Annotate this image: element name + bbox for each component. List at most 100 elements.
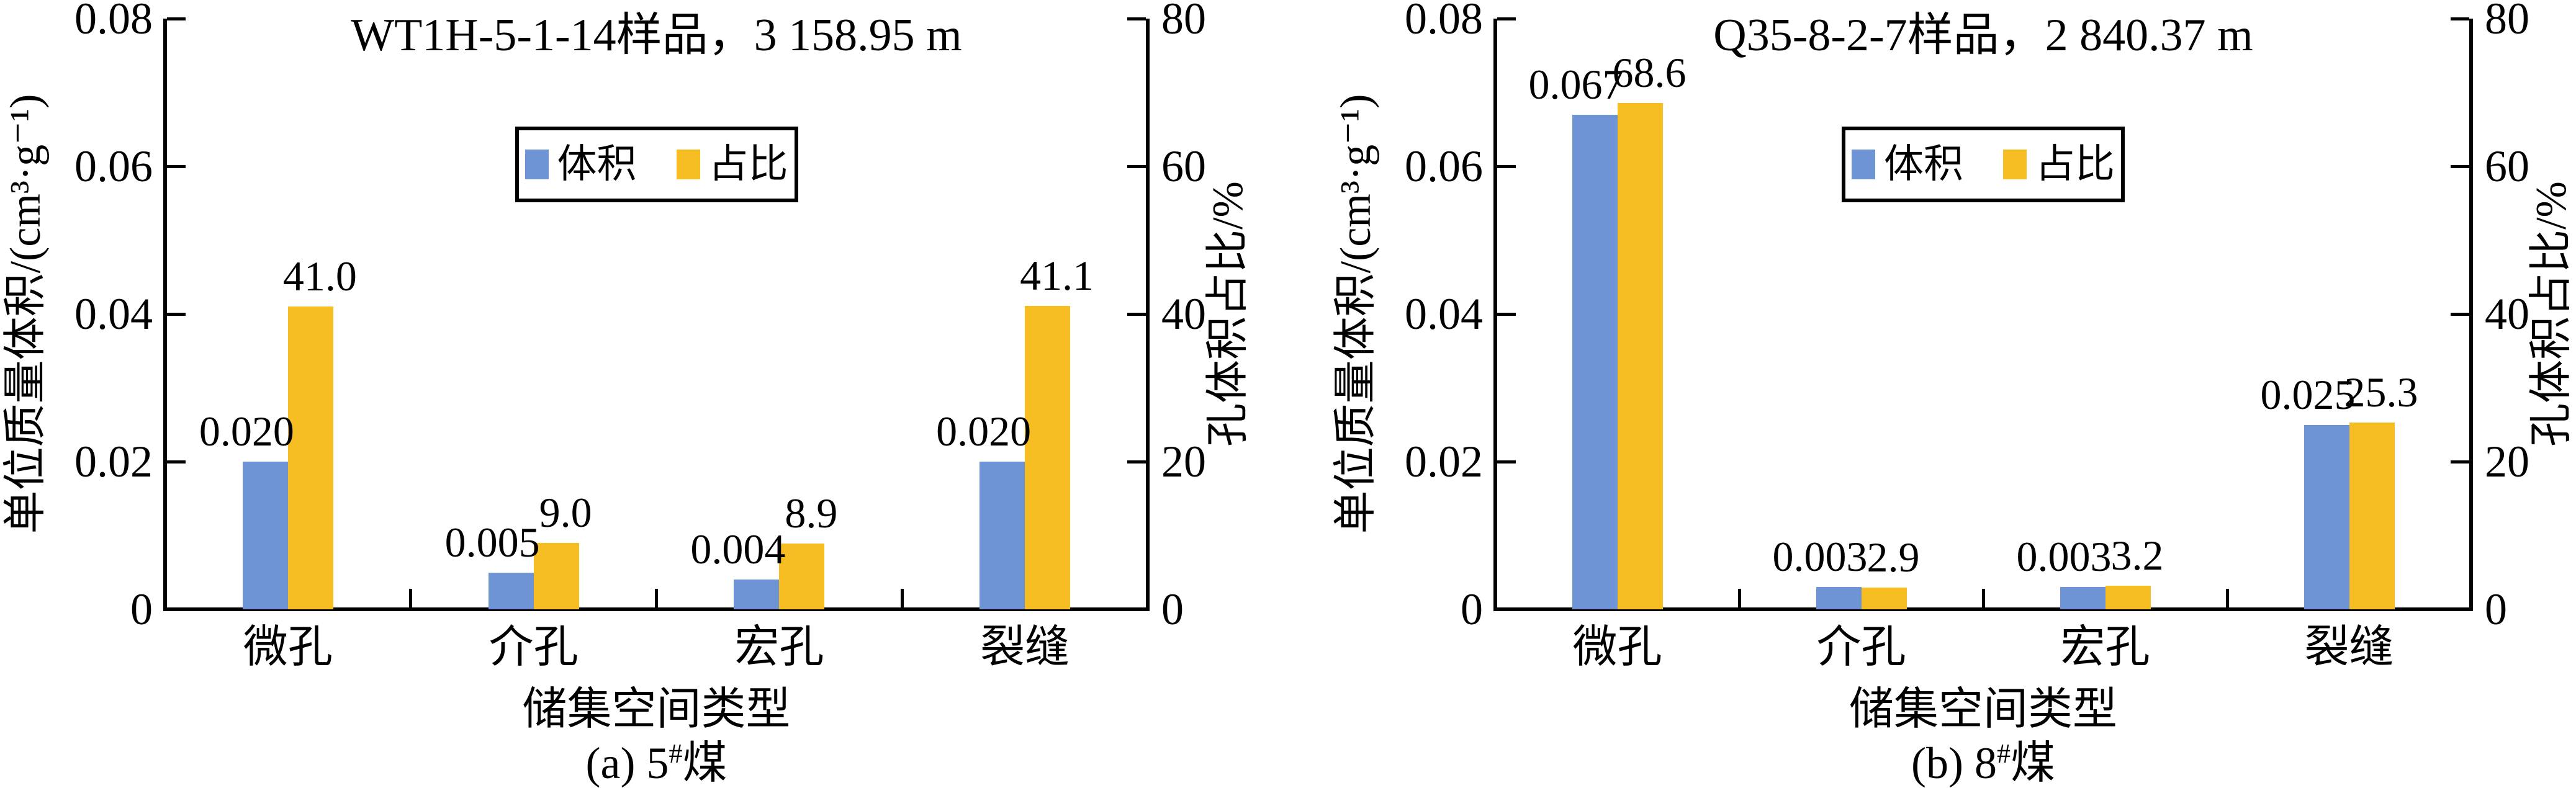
value-label-ratio: 9.0 xyxy=(539,488,592,536)
value-label-volume: 0.003 xyxy=(2016,533,2112,581)
y-axis-left-tick xyxy=(167,164,186,168)
caption-superscript: # xyxy=(669,738,683,769)
legend-item-volume: 体积 xyxy=(525,143,637,186)
value-label-volume: 0.025 xyxy=(2260,370,2356,418)
y-axis-left-tick-label: 0 xyxy=(130,584,153,634)
y-axis-right-tick-label: 0 xyxy=(2485,584,2507,634)
bar-ratio-b-1 xyxy=(1861,588,1907,609)
bar-volume-b-2 xyxy=(2060,587,2105,609)
value-label-volume: 0.020 xyxy=(199,408,294,455)
y-axis-right-tick xyxy=(1127,607,1146,611)
category-label-b-3: 裂缝 xyxy=(2304,622,2394,672)
y-axis-left-tick-label: 0 xyxy=(1461,584,1483,634)
legend-label-ratio: 占比 xyxy=(2035,142,2115,186)
legend-label-volume: 体积 xyxy=(557,142,637,186)
y-axis-left-line xyxy=(1493,19,1497,611)
x-axis-line xyxy=(1493,607,2473,611)
category-label-b-2: 宏孔 xyxy=(2060,622,2150,672)
value-label-ratio: 68.6 xyxy=(1612,48,1687,96)
ratio-swatch-icon xyxy=(676,150,700,179)
bar-ratio-b-2 xyxy=(2105,585,2151,609)
x-axis-tick xyxy=(2225,589,2229,607)
y-axis-right-tick xyxy=(1127,164,1146,168)
y-axis-left-tick-label: 0.08 xyxy=(74,0,153,43)
legend-label-volume: 体积 xyxy=(1884,142,1963,186)
y-axis-right-title: 孔体积占比/% xyxy=(2528,181,2575,447)
bar-ratio-b-3 xyxy=(2349,422,2395,609)
y-axis-right-tick-label: 20 xyxy=(2485,437,2529,486)
y-axis-left-line xyxy=(163,19,167,611)
y-axis-left-tick xyxy=(1497,17,1516,20)
legend-box-b: 体积 占比 xyxy=(1842,127,2125,202)
y-axis-left-tick xyxy=(167,607,186,611)
value-label-ratio: 41.0 xyxy=(282,253,357,300)
y-axis-right-tick xyxy=(2451,607,2469,611)
bar-volume-a-3 xyxy=(980,462,1025,609)
category-label-a-1: 介孔 xyxy=(489,622,579,672)
y-axis-left-tick xyxy=(1497,164,1516,168)
x-axis-title-b: 储集空间类型 xyxy=(1849,684,2117,734)
x-axis-tick xyxy=(655,589,658,607)
y-axis-left-tick-label: 0.06 xyxy=(74,141,153,191)
x-axis-title-a: 储集空间类型 xyxy=(522,684,791,734)
y-axis-right-tick xyxy=(2451,460,2469,463)
y-axis-right-line xyxy=(2469,19,2473,611)
category-label-b-1: 介孔 xyxy=(1816,622,1906,672)
y-axis-right-line xyxy=(1146,19,1150,611)
y-axis-right-tick xyxy=(1127,312,1146,316)
y-axis-right-tick xyxy=(1127,460,1146,463)
category-label-a-0: 微孔 xyxy=(243,622,333,672)
y-axis-right-tick-label: 40 xyxy=(1161,289,1206,339)
x-axis-tick xyxy=(900,589,904,607)
y-axis-right-tick-label: 60 xyxy=(2485,141,2529,191)
y-axis-left-tick-label: 0.02 xyxy=(1405,437,1483,486)
value-label-ratio: 25.3 xyxy=(2344,368,2418,416)
y-axis-left-tick xyxy=(167,460,186,463)
value-label-volume: 0.003 xyxy=(1772,533,1868,581)
bar-volume-a-0 xyxy=(242,462,288,609)
y-axis-right-tick-label: 40 xyxy=(2485,289,2529,339)
y-axis-left-tick xyxy=(1497,312,1516,316)
chart-title-b: Q35-8-2-7样品，2 840.37 m xyxy=(1713,10,2253,61)
y-axis-left-tick-label: 0.02 xyxy=(74,437,153,486)
chart-title-a: WT1H-5-1-14样品，3 158.95 m xyxy=(351,10,962,61)
y-axis-right-tick-label: 80 xyxy=(1161,0,1206,43)
bar-ratio-a-1 xyxy=(533,542,579,609)
volume-swatch-icon xyxy=(525,150,549,179)
value-label-ratio: 3.2 xyxy=(2110,531,2164,579)
y-axis-left-tick-label: 0.06 xyxy=(1405,141,1483,191)
y-axis-right-tick xyxy=(1127,17,1146,20)
x-axis-tick xyxy=(409,589,413,607)
x-axis-tick xyxy=(1981,589,1985,607)
legend-label-ratio: 占比 xyxy=(708,142,788,186)
bar-volume-b-1 xyxy=(1816,587,1862,609)
y-axis-left-tick-label: 0.08 xyxy=(1405,0,1483,43)
legend-box-a: 体积 占比 xyxy=(515,127,798,202)
y-axis-right-tick-label: 60 xyxy=(1161,141,1206,191)
caption-superscript: # xyxy=(1996,738,2011,769)
y-axis-left-tick xyxy=(1497,607,1516,611)
y-axis-right-tick-label: 20 xyxy=(1161,437,1206,486)
category-label-a-3: 裂缝 xyxy=(980,622,1070,672)
value-label-ratio: 41.1 xyxy=(1020,251,1094,299)
y-axis-left-title: 单位质量体积/(cm³·g⁻¹) xyxy=(1332,94,1380,534)
y-axis-right-tick xyxy=(2451,17,2469,20)
y-axis-left-tick-label: 0.04 xyxy=(74,289,153,339)
category-label-a-2: 宏孔 xyxy=(734,622,824,672)
y-axis-left-tick-label: 0.04 xyxy=(1405,289,1483,339)
caption-prefix: (b) 8 xyxy=(1911,738,1997,788)
y-axis-right-tick xyxy=(2451,312,2469,316)
bar-volume-a-2 xyxy=(734,580,780,609)
bar-ratio-b-0 xyxy=(1617,102,1663,609)
y-axis-right-tick xyxy=(2451,164,2469,168)
bar-volume-b-0 xyxy=(1572,114,1618,609)
bar-ratio-a-2 xyxy=(779,544,825,609)
volume-swatch-icon xyxy=(1852,150,1875,179)
value-label-volume: 0.004 xyxy=(690,526,786,573)
subfigure-caption-b: (b) 8#煤 xyxy=(1735,730,2231,787)
legend-item-ratio: 占比 xyxy=(2003,143,2115,186)
y-axis-left-tick xyxy=(1497,460,1516,463)
value-label-volume: 0.067 xyxy=(1528,60,1624,108)
